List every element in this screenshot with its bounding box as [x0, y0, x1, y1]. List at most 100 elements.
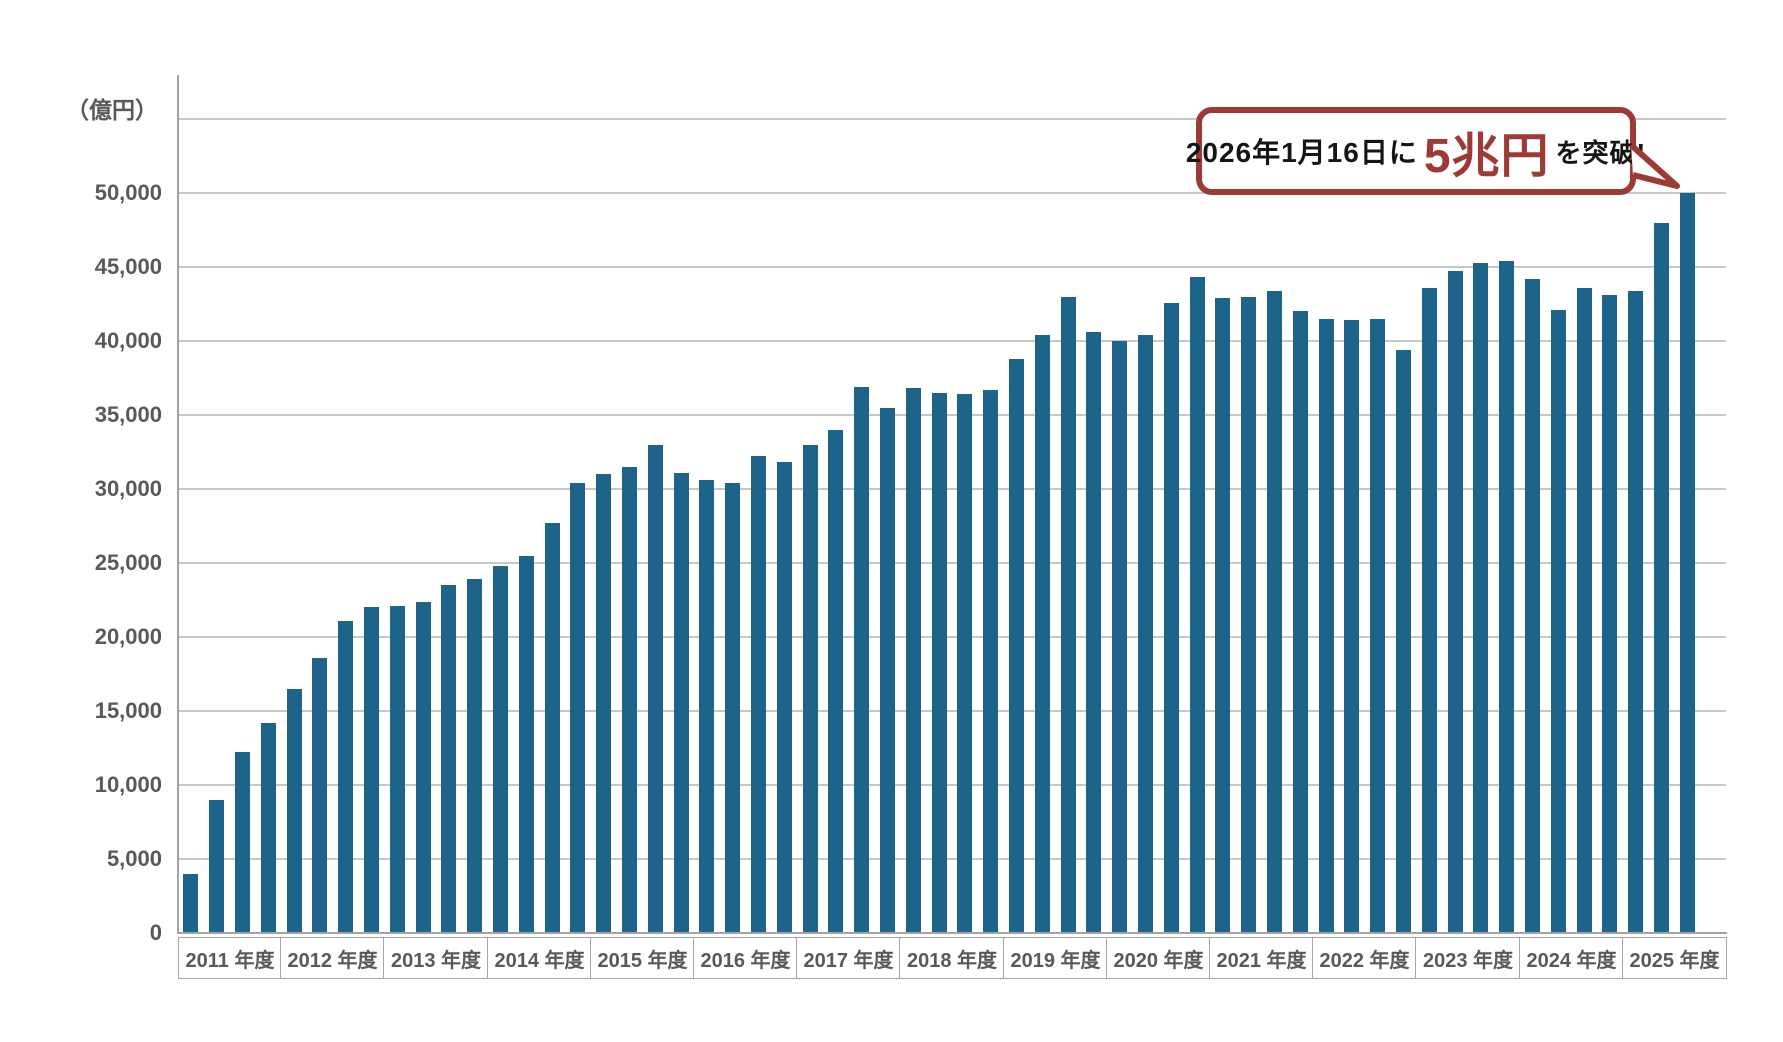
bar-2025-q1 [1628, 290, 1644, 933]
x-axis-category-2012: 2012 年度 [280, 937, 385, 979]
bar-2014-q1 [493, 566, 508, 933]
bar-2021-q4 [1292, 311, 1308, 933]
y-axis-tick-label: 40,000 [94, 328, 162, 353]
bar-2017-q1 [802, 444, 818, 933]
y-axis-tick-label: 50,000 [94, 180, 162, 205]
bar-2013-q2 [415, 601, 431, 933]
bar-2023-q4 [1499, 261, 1515, 933]
bar-2018-q4 [983, 389, 999, 933]
x-axis-category-2011: 2011 年度 [178, 937, 282, 979]
bar-2022-q3 [1370, 318, 1386, 933]
bar-2025-q3 [1679, 193, 1695, 933]
gridline-10000 [178, 784, 1726, 786]
bar-2021-q2 [1241, 296, 1257, 933]
bar-2012-q2 [312, 657, 328, 933]
bar-2023-q3 [1473, 262, 1489, 933]
bar-2016-q2 [725, 483, 741, 933]
bar-2015-q1 [596, 474, 612, 933]
bar-2013-q1 [389, 605, 405, 933]
y-axis-tick-label: 25,000 [94, 550, 162, 575]
x-axis-category-2020: 2020 年度 [1106, 937, 1211, 979]
bar-2019-q3 [1060, 296, 1076, 933]
gridline-20000 [178, 636, 1726, 638]
bar-2018-q2 [931, 392, 947, 933]
bar-2018-q3 [957, 394, 973, 933]
x-axis-line [177, 932, 1727, 934]
gridline-35000 [178, 414, 1726, 416]
bar-2014-q4 [570, 483, 586, 933]
bar-2025-q2 [1654, 222, 1669, 933]
bar-2019-q1 [1009, 358, 1024, 933]
bar-2020-q4 [1189, 277, 1205, 933]
bar-2021-q3 [1267, 290, 1282, 933]
y-axis-tick-label: 35,000 [94, 402, 162, 427]
x-axis-category-2023: 2023 年度 [1415, 937, 1521, 979]
bar-2024-q2 [1550, 309, 1566, 933]
bar-2017-q2 [828, 429, 844, 933]
x-axis-category-2022: 2022 年度 [1312, 937, 1417, 979]
bar-2014-q2 [518, 555, 534, 933]
x-axis-category-2013: 2013 年度 [383, 937, 489, 979]
bar-2019-q4 [1086, 332, 1102, 933]
callout-tail-pointer [1629, 142, 1680, 189]
bar-2020-q1 [1112, 341, 1128, 933]
x-axis-category-2015: 2015 年度 [590, 937, 695, 979]
x-axis-category-2014: 2014 年度 [487, 937, 592, 979]
bar-2022-q4 [1396, 349, 1411, 933]
bar-2021-q1 [1215, 298, 1231, 933]
gridline-15000 [178, 710, 1726, 712]
annotation-callout: 2026年1月16日に 5兆円 を突破! [1186, 107, 1645, 195]
bar-2016-q4 [776, 462, 792, 933]
gridline-40000 [178, 340, 1726, 342]
x-axis-category-2025: 2025 年度 [1622, 937, 1727, 979]
bar-2012-q4 [364, 607, 379, 933]
y-axis-tick-label: 0 [149, 920, 162, 945]
x-axis-category-2021: 2021 年度 [1209, 937, 1314, 979]
y-axis-tick-label: 10,000 [94, 772, 162, 797]
x-axis-category-2018: 2018 年度 [899, 937, 1005, 979]
bar-2022-q1 [1318, 318, 1334, 933]
bar-2012-q3 [338, 620, 354, 933]
bar-2011-q4 [260, 722, 276, 933]
callout-highlight-text: 5兆円 [1423, 130, 1550, 183]
bar-2011-q3 [235, 752, 250, 933]
gridline-25000 [178, 562, 1726, 564]
bar-2015-q2 [622, 466, 637, 933]
y-axis-tick-label: 5,000 [106, 846, 162, 871]
bar-2020-q3 [1163, 302, 1179, 933]
bar-2018-q1 [905, 388, 921, 933]
gridline-45000 [178, 266, 1726, 268]
x-axis-category-2019: 2019 年度 [1003, 937, 1108, 979]
bar-2017-q3 [854, 386, 870, 933]
x-axis-category-2017: 2017 年度 [796, 937, 901, 979]
bar-2014-q3 [544, 523, 560, 933]
bar-2017-q4 [880, 407, 895, 933]
bar-2011-q1 [183, 873, 199, 933]
bar-2024-q1 [1525, 278, 1540, 933]
bar-2016-q3 [751, 456, 766, 933]
callout-suffix-text: を突破! [1555, 137, 1647, 168]
y-axis-line [177, 75, 179, 934]
callout-prefix-text: 2026年1月16日に [1185, 137, 1418, 168]
gridline-5000 [178, 858, 1726, 860]
y-axis-tick-label: 15,000 [94, 698, 162, 723]
bar-2019-q2 [1034, 335, 1050, 933]
bar-2023-q2 [1447, 271, 1463, 933]
bar-2016-q1 [699, 480, 715, 933]
gridline-55000 [178, 118, 1726, 120]
bar-2012-q1 [286, 688, 302, 933]
x-axis-category-2024: 2024 年度 [1519, 937, 1624, 979]
bar-2015-q4 [673, 472, 689, 933]
y-axis-tick-label: 30,000 [94, 476, 162, 501]
bar-2024-q3 [1576, 287, 1592, 933]
bar-2011-q2 [209, 799, 225, 933]
gridline-30000 [178, 488, 1726, 490]
bar-2015-q3 [647, 444, 663, 933]
y-axis-tick-label: 20,000 [94, 624, 162, 649]
x-axis-category-2016: 2016 年度 [693, 937, 798, 979]
bar-2024-q4 [1602, 295, 1618, 933]
bar-2023-q1 [1421, 287, 1437, 933]
y-axis-tick-label: 45,000 [94, 254, 162, 279]
bar-2013-q4 [467, 579, 483, 933]
